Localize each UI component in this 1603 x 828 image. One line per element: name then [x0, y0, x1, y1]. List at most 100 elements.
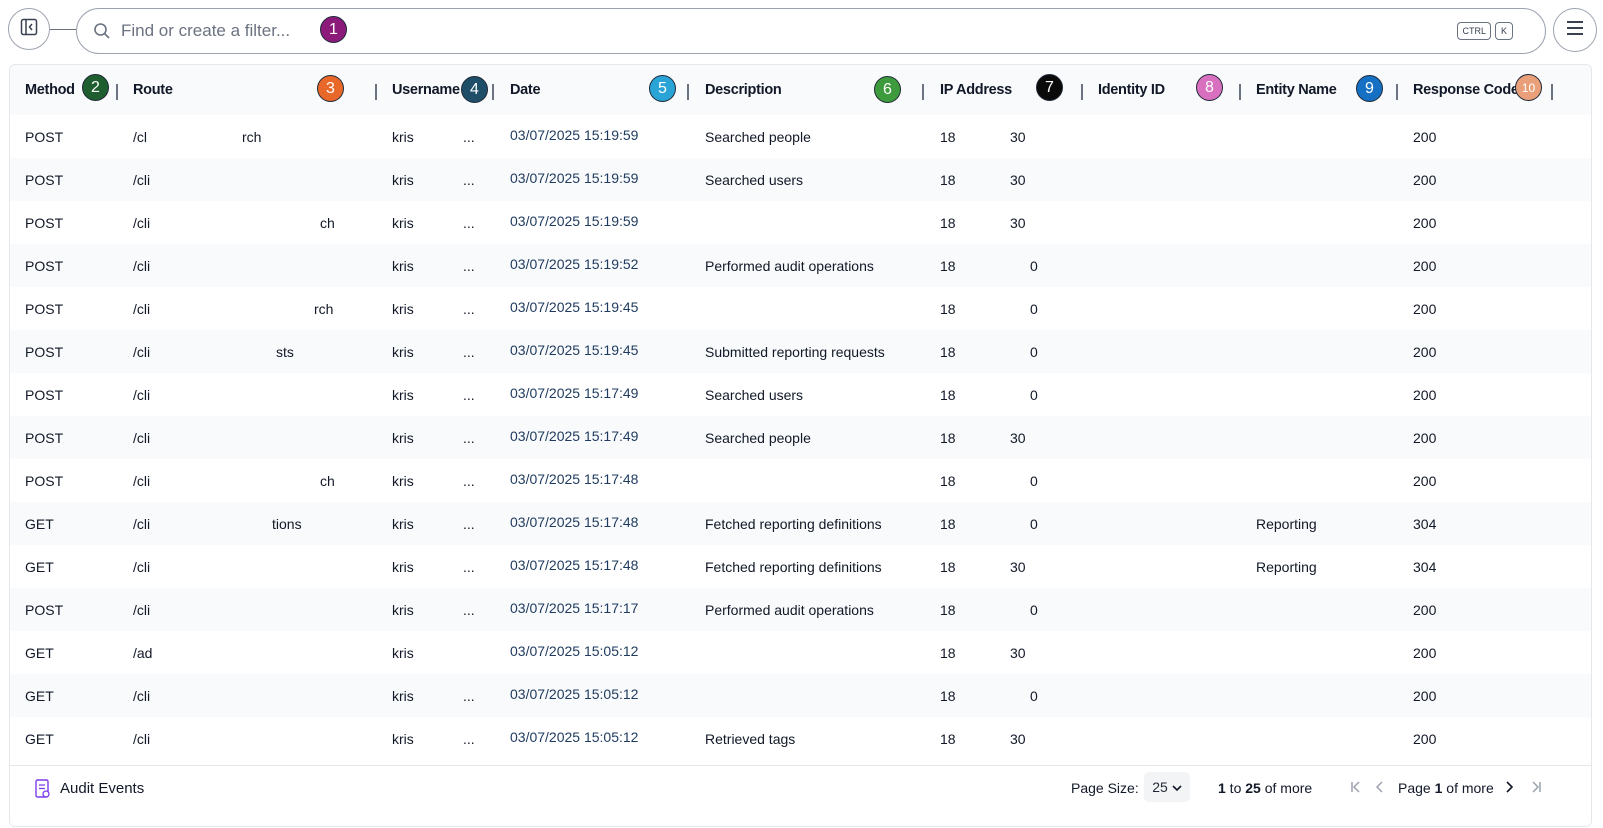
cell-route: /cli — [133, 430, 151, 446]
cell-date: 03/07/2025 15:05:12 — [510, 686, 639, 702]
cell-description: Fetched reporting definitions — [705, 559, 882, 575]
cell-route: /cli — [133, 301, 151, 317]
cell-ip-end: 0 — [1030, 516, 1038, 532]
sidebar-toggle-button[interactable] — [8, 8, 50, 50]
menu-button[interactable] — [1553, 8, 1597, 52]
column-header-description[interactable]: Description — [705, 82, 782, 98]
cell-user-end: ... — [463, 688, 475, 704]
column-header-route[interactable]: Route — [133, 82, 173, 98]
cell-response: 200 — [1413, 129, 1437, 145]
column-header-username[interactable]: Username — [392, 82, 460, 98]
cell-response: 200 — [1413, 688, 1437, 704]
cell-method: GET — [25, 731, 54, 747]
table-row[interactable]: GET/ad kris 03/07/2025 15:05:12 18 30 200 — [10, 631, 1591, 674]
page-size-select[interactable]: 25 — [1144, 772, 1190, 802]
cell-description: Performed audit operations — [705, 602, 874, 618]
cell-user-end: ... — [463, 731, 475, 747]
table-row[interactable]: POST/cli kris... 03/07/2025 15:17:49 Search… — [10, 373, 1591, 416]
cell-date: 03/07/2025 15:17:48 — [510, 557, 639, 573]
annotation-badge-8: 8 — [1196, 74, 1223, 101]
column-header-entity-name[interactable]: Entity Name — [1256, 82, 1337, 98]
cell-route: /cli — [133, 387, 151, 403]
cell-user-end: ... — [463, 172, 475, 188]
cell-method: POST — [25, 258, 64, 274]
cell-ip: 18 — [940, 473, 956, 489]
cell-ip-end: 0 — [1030, 258, 1038, 274]
chevron-left-icon — [1375, 781, 1383, 793]
column-header-date[interactable]: Date — [510, 82, 541, 98]
next-page-button[interactable] — [1500, 778, 1518, 796]
annotation-badge-9: 9 — [1356, 75, 1383, 102]
cell-ip: 18 — [940, 688, 956, 704]
column-header-ip-address[interactable]: IP Address — [940, 82, 1012, 98]
column-resize-handle[interactable] — [687, 84, 689, 100]
cell-route: /cli — [133, 172, 151, 188]
table-row[interactable]: POST/cli ch kris... 03/07/2025 15:17:48 18 0 2… — [10, 459, 1591, 502]
cell-entity: Reporting — [1256, 516, 1317, 532]
cell-response: 200 — [1413, 215, 1437, 231]
cell-description: Performed audit operations — [705, 258, 874, 274]
panel-collapse-icon — [20, 18, 38, 41]
cell-ip-end: 0 — [1030, 301, 1038, 317]
cell-ip-end: 30 — [1010, 129, 1026, 145]
annotation-badge-2: 2 — [82, 74, 109, 101]
first-page-button[interactable] — [1347, 778, 1365, 796]
cell-response: 200 — [1413, 172, 1437, 188]
column-header-response-code[interactable]: Response Code — [1413, 82, 1519, 98]
annotation-badge-3: 3 — [317, 75, 344, 102]
previous-page-button[interactable] — [1371, 778, 1389, 796]
cell-ip-end: 30 — [1010, 731, 1026, 747]
column-resize-handle[interactable] — [492, 84, 494, 100]
cell-ip: 18 — [940, 215, 956, 231]
column-resize-handle[interactable] — [1551, 84, 1553, 100]
table-row[interactable]: GET/cli kris... 03/07/2025 15:17:48 Fetched… — [10, 545, 1591, 588]
column-resize-handle[interactable] — [1081, 84, 1083, 100]
table-row[interactable]: POST/cli sts kris... 03/07/2025 15:19:45 Sub… — [10, 330, 1591, 373]
column-header-method[interactable]: Method — [25, 82, 75, 98]
table-row[interactable]: POST/cli kris... 03/07/2025 15:17:49 Search… — [10, 416, 1591, 459]
cell-response: 200 — [1413, 258, 1437, 274]
table-row[interactable]: POST/cli ch kris... 03/07/2025 15:19:59 18 30… — [10, 201, 1591, 244]
cell-ip-end: 0 — [1030, 602, 1038, 618]
cell-date: 03/07/2025 15:05:12 — [510, 729, 639, 745]
cell-username: kris — [392, 731, 414, 747]
table-row[interactable]: GET/cli kris... 03/07/2025 15:05:12 18 0 200 — [10, 674, 1591, 717]
column-resize-handle[interactable] — [116, 84, 118, 100]
filter-search-input[interactable] — [119, 20, 323, 42]
cell-route: /ad — [133, 645, 153, 661]
column-resize-handle[interactable] — [375, 84, 377, 100]
cell-ip-end: 30 — [1010, 645, 1026, 661]
table-row[interactable]: POST/cli rch kris... 03/07/2025 15:19:45 18 0… — [10, 287, 1591, 330]
table-row[interactable]: POST/cli kris... 03/07/2025 15:17:17 Perfor… — [10, 588, 1591, 631]
cell-route: /cli — [133, 473, 151, 489]
column-resize-handle[interactable] — [1239, 84, 1241, 100]
last-page-button[interactable] — [1527, 778, 1545, 796]
cell-route-end: rch — [242, 129, 262, 145]
table-row[interactable]: POST/cli kris... 03/07/2025 15:19:59 Search… — [10, 158, 1591, 201]
cell-method: POST — [25, 215, 64, 231]
table-row[interactable]: POST/cli kris... 03/07/2025 15:19:52 Perfor… — [10, 244, 1591, 287]
cell-date: 03/07/2025 15:05:12 — [510, 643, 639, 659]
page-more: of more — [1442, 780, 1494, 796]
table-row[interactable]: POST/cl rch kris... 03/07/2025 15:19:59 Sear… — [10, 115, 1591, 158]
row-range-summary: 1 to 25 of more — [1218, 780, 1312, 796]
cell-entity: Reporting — [1256, 559, 1317, 575]
cell-username: kris — [392, 258, 414, 274]
chevron-down-icon — [1172, 779, 1182, 795]
column-header-identity-id[interactable]: Identity ID — [1098, 82, 1165, 98]
cell-ip: 18 — [940, 301, 956, 317]
range-to: 25 — [1245, 780, 1261, 796]
cell-description: Searched users — [705, 172, 804, 188]
table-row[interactable]: GET/cli kris... 03/07/2025 15:05:12 Retriev… — [10, 717, 1591, 760]
table-row[interactable]: GET/cli tions kris... 03/07/2025 15:17:48 Fe… — [10, 502, 1591, 545]
chevron-right-icon — [1506, 781, 1514, 793]
column-resize-handle[interactable] — [922, 84, 924, 100]
cell-ip-end: 0 — [1030, 344, 1038, 360]
cell-method: POST — [25, 602, 64, 618]
cell-user-end: ... — [463, 473, 475, 489]
cell-route-end: rch — [314, 301, 334, 317]
column-resize-handle[interactable] — [1396, 84, 1398, 100]
filter-search-bar[interactable]: CTRL K — [76, 8, 1546, 54]
cell-response: 304 — [1413, 516, 1437, 532]
cell-user-end: ... — [463, 344, 475, 360]
